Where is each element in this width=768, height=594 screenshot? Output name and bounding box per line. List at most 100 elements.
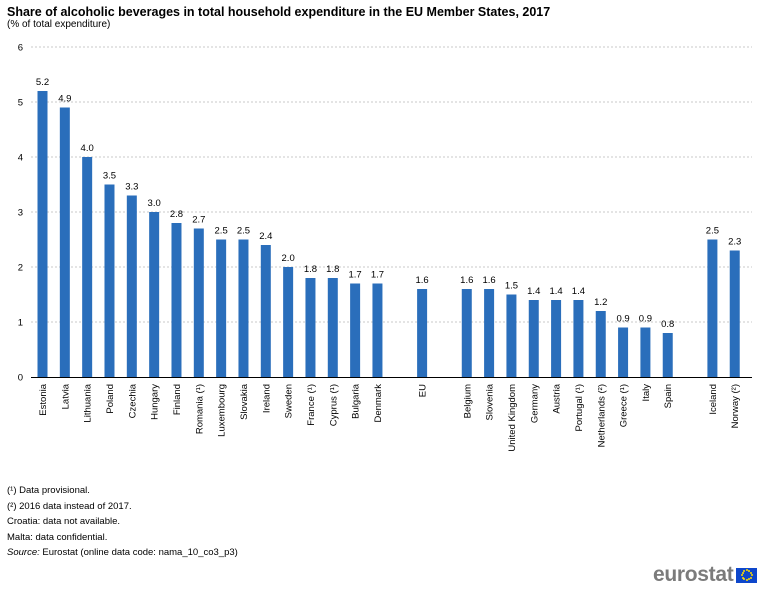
category-label: Romania (¹)	[194, 384, 205, 434]
value-label: 4.9	[58, 94, 71, 105]
y-tick-label: 2	[18, 263, 23, 274]
value-label: 0.9	[616, 314, 629, 325]
gridlines	[31, 46, 752, 323]
eu-flag-star	[741, 571, 744, 574]
value-label: 1.4	[549, 286, 562, 297]
value-label: 1.8	[326, 264, 339, 275]
value-label: 3.5	[103, 171, 116, 182]
category-label: Italy	[641, 384, 652, 402]
eu-flag-star	[748, 578, 751, 581]
value-label: 1.8	[304, 264, 317, 275]
value-label: 0.8	[661, 319, 674, 330]
eu-flag-star	[743, 578, 746, 581]
category-label: Belgium	[462, 384, 473, 418]
bar-chart: 0 1 2 3 4 5 6 5.2 4.9 4.0 3.5 3.3 3.0 2.8 2.7 2.5 2.5 2.…	[18, 43, 752, 452]
bar	[350, 283, 361, 377]
eu-flag-star	[745, 579, 748, 581]
footnotes: (¹) Data provisional. (²) 2016 data inst…	[7, 483, 238, 561]
bar	[640, 327, 651, 377]
bar	[506, 294, 517, 377]
value-label: 3.3	[125, 182, 138, 193]
category-label: Finland	[172, 384, 183, 415]
value-label: 1.6	[416, 275, 429, 286]
source-line: Source: Eurostat (online data code: nama…	[7, 545, 238, 561]
category-label: Latvia	[60, 383, 71, 409]
y-tick-label: 1	[18, 318, 23, 329]
chart-title: Share of alcoholic beverages in total ho…	[7, 5, 551, 19]
value-label: 1.5	[505, 281, 518, 292]
bar	[37, 91, 48, 377]
value-label: 1.6	[482, 275, 495, 286]
bar	[729, 250, 740, 377]
bar	[707, 239, 718, 377]
bar	[551, 300, 562, 377]
category-label: Hungary	[150, 384, 161, 420]
category-label: Iceland	[708, 384, 719, 415]
bar	[193, 228, 204, 377]
value-label: 5.2	[36, 77, 49, 88]
value-label: 1.7	[371, 270, 384, 281]
chart-subtitle: (% of total expenditure)	[7, 19, 111, 30]
bar	[104, 184, 115, 377]
bar	[149, 212, 160, 377]
category-label: Netherlands (²)	[596, 384, 607, 447]
category-label: Czechia	[127, 383, 138, 418]
category-label: Poland	[105, 384, 116, 414]
footnote-croatia: Croatia: data not available.	[7, 516, 121, 528]
value-label: 4.0	[81, 143, 94, 154]
eu-flag-star	[743, 569, 746, 572]
eu-flag-star	[741, 576, 744, 579]
bar	[283, 267, 294, 377]
y-tick-label: 6	[18, 43, 23, 54]
value-labels: 5.2 4.9 4.0 3.5 3.3 3.0 2.8 2.7 2.5 2.5 2.4 2.0 1.8 1…	[36, 77, 741, 330]
value-label: 1.7	[349, 270, 362, 281]
source-label: Source:	[7, 547, 40, 559]
footnote-2016-data: (²) 2016 data instead of 2017.	[7, 500, 132, 512]
eu-flag-icon	[736, 567, 758, 583]
bar	[372, 283, 383, 377]
bar	[595, 311, 606, 377]
category-label: EU	[418, 384, 429, 397]
bar	[82, 157, 93, 377]
category-label: Luxembourg	[217, 384, 228, 437]
bar	[327, 278, 338, 377]
category-label: Greece (¹)	[619, 384, 630, 427]
category-labels: Estonia Latvia Lithuania Poland Czechia Hunga…	[38, 383, 741, 451]
bar	[662, 333, 673, 377]
value-label: 2.7	[192, 215, 205, 226]
source-text: Eurostat (online data code: nama_10_co3_…	[39, 547, 238, 559]
value-label: 2.5	[237, 226, 250, 237]
y-tick-label: 0	[18, 373, 23, 384]
value-label: 3.0	[148, 198, 161, 209]
eu-flag-star	[745, 569, 748, 571]
value-label: 1.6	[460, 275, 473, 286]
bar	[59, 107, 70, 377]
y-tick-label: 4	[18, 153, 23, 164]
y-axis-ticks: 0 1 2 3 4 5 6	[18, 43, 23, 384]
eu-flag-star	[750, 576, 753, 579]
category-label: France (¹)	[306, 384, 317, 426]
value-label: 2.8	[170, 209, 183, 220]
category-label: Germany	[529, 384, 540, 423]
bar	[260, 245, 271, 377]
value-label: 0.9	[639, 314, 652, 325]
bars	[37, 91, 740, 377]
bar	[618, 327, 629, 377]
bar	[238, 239, 249, 377]
value-label: 1.2	[594, 297, 607, 308]
category-label: Cyprus (¹)	[328, 384, 339, 426]
footnote-malta: Malta: data confidential.	[7, 531, 108, 543]
value-label: 2.0	[282, 253, 295, 264]
y-tick-label: 5	[18, 98, 23, 109]
eurostat-logo-text: eurostat	[653, 563, 734, 586]
category-label: Slovakia	[239, 383, 250, 420]
footnote-provisional: (¹) Data provisional.	[7, 485, 90, 496]
eu-flag-star	[740, 574, 743, 576]
y-tick-label: 3	[18, 208, 23, 219]
bar	[216, 239, 227, 377]
eurostat-logo: eurostat	[653, 563, 758, 587]
category-label: United Kingdom	[507, 384, 518, 452]
value-label: 2.4	[259, 231, 272, 242]
value-label: 1.4	[527, 286, 540, 297]
value-label: 2.3	[728, 237, 741, 248]
